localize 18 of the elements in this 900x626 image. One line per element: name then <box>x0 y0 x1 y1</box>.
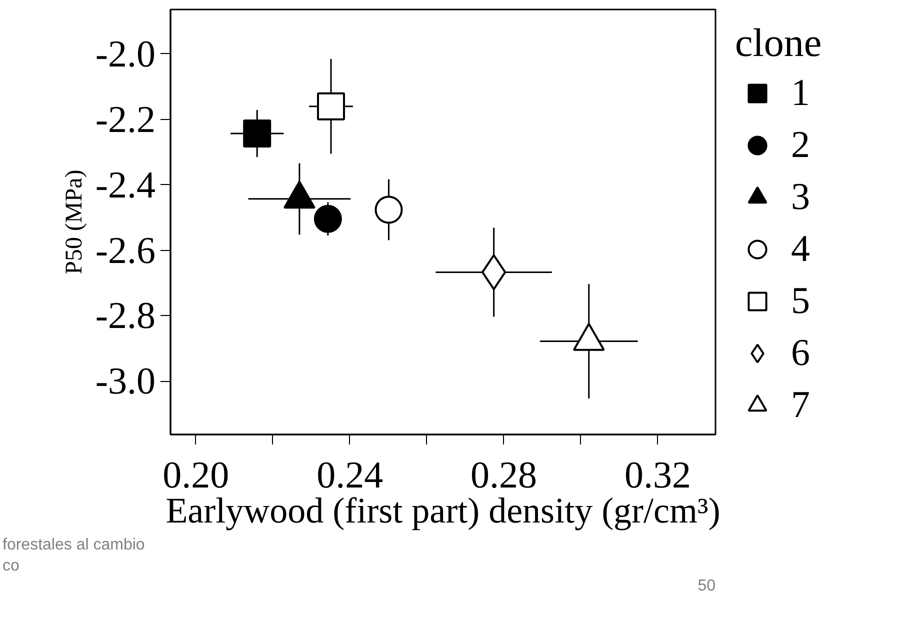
y-tick-label: -2.8 <box>95 295 156 338</box>
y-axis-title: P50 (MPa) <box>61 170 88 274</box>
legend-label: 1 <box>791 71 811 115</box>
y-tick-label: -2.2 <box>95 98 156 141</box>
legend-label: 6 <box>791 331 811 375</box>
text: 50 <box>698 578 716 594</box>
legend-label: 2 <box>791 123 811 167</box>
text: forestales al cambio <box>2 536 145 554</box>
legend-label: 3 <box>791 175 811 219</box>
y-tick-label: -2.4 <box>95 164 156 206</box>
y-tick-label: -2.6 <box>95 230 156 272</box>
legend-title: clone <box>735 19 822 66</box>
legend-label: 4 <box>791 227 811 271</box>
y-tick-label: -2.0 <box>95 33 156 76</box>
text: co <box>2 558 20 574</box>
y-tick-label: -3.0 <box>95 360 156 403</box>
legend-label: 7 <box>791 383 811 427</box>
legend-label: 5 <box>791 279 811 323</box>
